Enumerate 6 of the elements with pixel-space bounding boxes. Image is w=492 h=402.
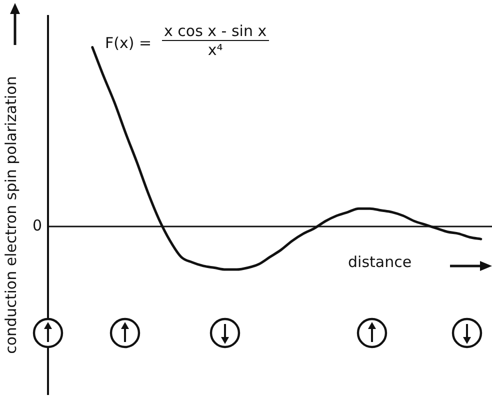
annotation: x⁴ — [206, 41, 224, 59]
x-axis-title: distance — [348, 253, 412, 271]
annotation: F(x) = — [105, 34, 152, 52]
text: x cos x - sin x — [162, 22, 269, 41]
y-axis-title: conduction electron spin polarization — [2, 76, 20, 354]
text: 0 — [32, 216, 42, 234]
